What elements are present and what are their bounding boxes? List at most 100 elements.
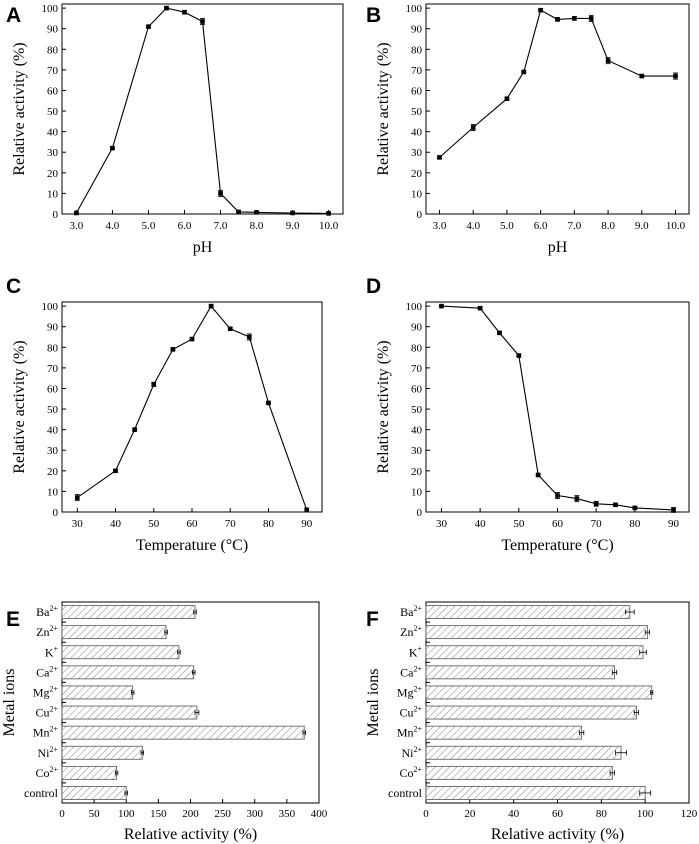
category-label: Cu2+ — [399, 705, 422, 720]
category-label: K+ — [409, 644, 423, 659]
y-tick-label: 70 — [411, 65, 423, 77]
data-point — [254, 210, 259, 215]
y-tick-label: 0 — [417, 507, 423, 519]
category-base: Co — [399, 766, 413, 780]
x-tick-label: 7.0 — [214, 220, 228, 232]
bar — [61, 786, 127, 800]
data-point — [326, 211, 331, 216]
category-charge: 2+ — [49, 624, 58, 633]
data-point — [218, 191, 223, 196]
category-charge: 2+ — [413, 765, 422, 774]
x-tick-label: 50 — [513, 518, 525, 530]
x-tick-label: 4.0 — [466, 220, 480, 232]
bar — [425, 765, 613, 780]
category-base: Ni — [401, 746, 414, 760]
data-point — [247, 334, 252, 340]
y-axis-title: Relative activity (%) — [11, 340, 28, 473]
category-label: Mn2+ — [33, 725, 59, 740]
data-point — [208, 303, 214, 309]
data-point — [477, 305, 483, 311]
category-label: Ba2+ — [36, 604, 58, 619]
data-point — [516, 353, 522, 358]
data-point — [113, 468, 118, 474]
data-point — [639, 73, 645, 79]
y-axis-title: Relative activity (%) — [375, 340, 392, 473]
panel-d: D 0 10 20 30 40 50 60 70 80 90 100 30 40 50 60 70 80 90 Tem… — [366, 275, 690, 554]
data-point — [574, 496, 580, 501]
category-charge: 2+ — [413, 664, 422, 673]
panel-a: A 0 10 20 30 40 50 60 70 80 90 100 3.0 4.0 5.0 6.0 7.0 8.… — [6, 3, 344, 256]
category-base: K — [45, 645, 54, 659]
x-tick-label: 80 — [629, 518, 641, 530]
x-axis-title: Temperature (°C) — [136, 537, 248, 554]
category-base: Ba — [400, 605, 414, 619]
y-tick-label: 40 — [47, 425, 59, 437]
bar — [425, 645, 644, 660]
category-label: control — [24, 786, 59, 800]
bar — [61, 605, 196, 619]
y-tick-label: 40 — [411, 425, 423, 437]
y-tick-label: 20 — [411, 466, 423, 478]
category-label: Co2+ — [399, 765, 422, 780]
x-tick-label: 100 — [118, 808, 135, 820]
data-point — [439, 303, 444, 309]
x-axis-title: Temperature (°C) — [501, 537, 613, 554]
category-label: Zn2+ — [36, 624, 58, 639]
category-label: Ca2+ — [36, 664, 58, 679]
data-point — [170, 347, 176, 352]
x-tick-label: 10.0 — [319, 220, 339, 232]
category-base: Cu — [35, 706, 49, 720]
x-tick-label: 4.0 — [106, 220, 120, 232]
data-point — [110, 145, 115, 151]
panel-b: B 0 10 20 30 40 50 60 70 80 90 100 3.0 4.0 5.0 6.0 7.0 8.… — [366, 3, 690, 256]
category-base: Mg — [397, 685, 414, 699]
y-tick-label: 10 — [411, 188, 423, 200]
x-tick-label: 50 — [148, 518, 160, 530]
panel-e: E0 50 100 150 200 250 300 350 400Ba2+Zn2+K+Ca2+M… — [1, 601, 328, 843]
x-tick-label: 80 — [596, 808, 608, 820]
category-label: Ni2+ — [37, 745, 58, 760]
plot-frame — [61, 3, 344, 215]
y-tick-label: 70 — [47, 363, 59, 375]
category-label: Mg2+ — [397, 684, 423, 699]
data-point — [497, 330, 502, 336]
x-tick-label: 200 — [182, 808, 199, 820]
category-base: Mn — [33, 726, 50, 740]
y-tick-label: 0 — [53, 507, 59, 519]
y-tick-label: 50 — [411, 404, 423, 416]
y-axis-title: Metal ions — [1, 669, 18, 737]
x-tick-label: 50 — [89, 808, 101, 820]
x-tick-label: 90 — [301, 518, 313, 530]
panel-label-d: D — [366, 275, 381, 298]
bar — [425, 705, 637, 720]
data-point — [74, 210, 79, 216]
y-tick-label: 50 — [411, 106, 423, 118]
x-tick-label: 120 — [681, 808, 698, 820]
data-point — [164, 5, 169, 11]
category-base: Ni — [37, 746, 50, 760]
category-charge: 2+ — [413, 705, 422, 714]
bar — [425, 625, 648, 640]
data-point — [535, 472, 541, 478]
category-charge: 2+ — [413, 684, 422, 693]
x-axis-title: Relative activity (%) — [124, 826, 257, 843]
category-charge: 2+ — [49, 765, 58, 774]
y-tick-label: 0 — [417, 209, 423, 221]
y-tick-label: 20 — [47, 168, 59, 180]
panel-c: C 0 10 20 30 40 50 60 70 80 90 100 30 40 50 60 70 80 90 Tem… — [6, 275, 323, 554]
category-label: control — [388, 786, 423, 800]
category-label: Ni2+ — [401, 745, 422, 760]
category-label: Mg2+ — [33, 684, 59, 699]
x-tick-label: 6.0 — [178, 220, 192, 232]
y-tick-label: 80 — [47, 342, 59, 354]
y-tick-label: 10 — [411, 486, 423, 498]
y-tick-label: 10 — [47, 188, 59, 200]
y-tick-label: 50 — [47, 106, 59, 118]
x-tick-label: 6.0 — [534, 220, 548, 232]
y-tick-label: 90 — [411, 24, 423, 36]
x-tick-label: 5.0 — [142, 220, 156, 232]
panel-f: F0 20 40 60 80 100 120Ba2+Zn2+K+Ca2+Mg2+Cu2+Mn… — [365, 601, 698, 843]
data-point — [437, 155, 442, 160]
category-base: K — [409, 645, 418, 659]
